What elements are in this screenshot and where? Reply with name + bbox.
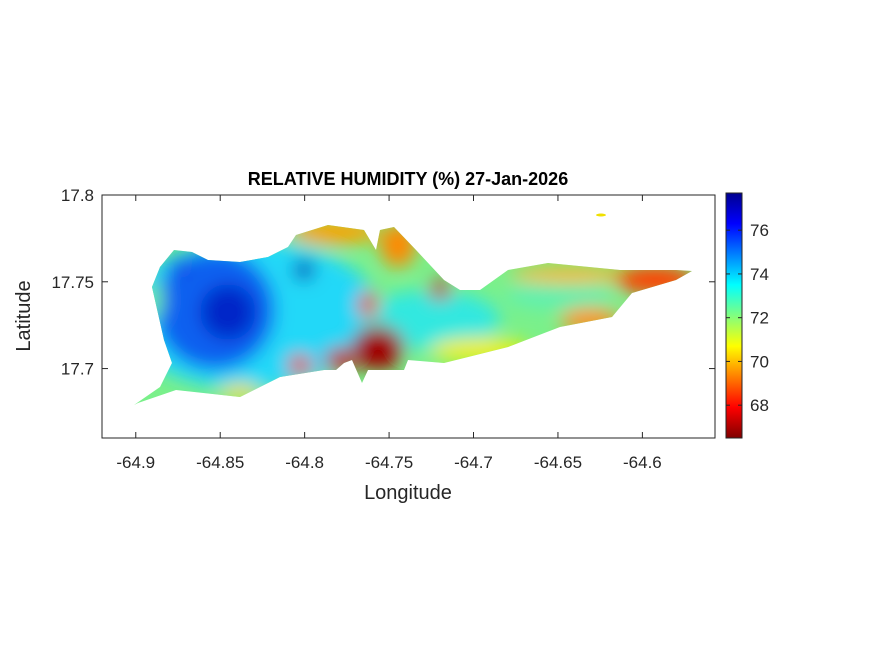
x-tick-label: -64.85 xyxy=(196,453,244,472)
x-tick-label: -64.75 xyxy=(365,453,413,472)
y-tick-label: 17.75 xyxy=(51,273,94,292)
x-tick-label: -64.9 xyxy=(116,453,155,472)
x-tick-label: -64.65 xyxy=(534,453,582,472)
colorbar-tick-label: 72 xyxy=(750,309,769,328)
x-tick-label: -64.7 xyxy=(454,453,493,472)
colorbar-tick-label: 68 xyxy=(750,396,769,415)
y-axis: 17.7 17.75 17.8 xyxy=(51,186,715,379)
colorbar-ticks: 68 70 72 74 76 xyxy=(726,221,769,415)
x-tick-label: -64.8 xyxy=(285,453,324,472)
colorbar-tick-label: 74 xyxy=(750,265,769,284)
colorbar-tick-label: 70 xyxy=(750,352,769,371)
axes-box xyxy=(101,194,716,439)
x-tick-label: -64.6 xyxy=(623,453,662,472)
isolated-cell xyxy=(596,213,606,217)
y-axis-label: Latitude xyxy=(13,280,35,351)
humidity-field xyxy=(134,225,692,405)
y-tick-label: 17.8 xyxy=(61,186,94,205)
colorbar xyxy=(725,192,743,439)
chart-title: RELATIVE HUMIDITY (%) 27-Jan-2026 xyxy=(248,169,568,189)
x-axis: -64.9 -64.85 -64.8 -64.75 -64.7 -64.65 -64.6 xyxy=(116,195,662,472)
y-tick-label: 17.7 xyxy=(61,360,94,379)
x-axis-label: Longitude xyxy=(364,482,452,504)
colorbar-tick-label: 76 xyxy=(750,221,769,240)
